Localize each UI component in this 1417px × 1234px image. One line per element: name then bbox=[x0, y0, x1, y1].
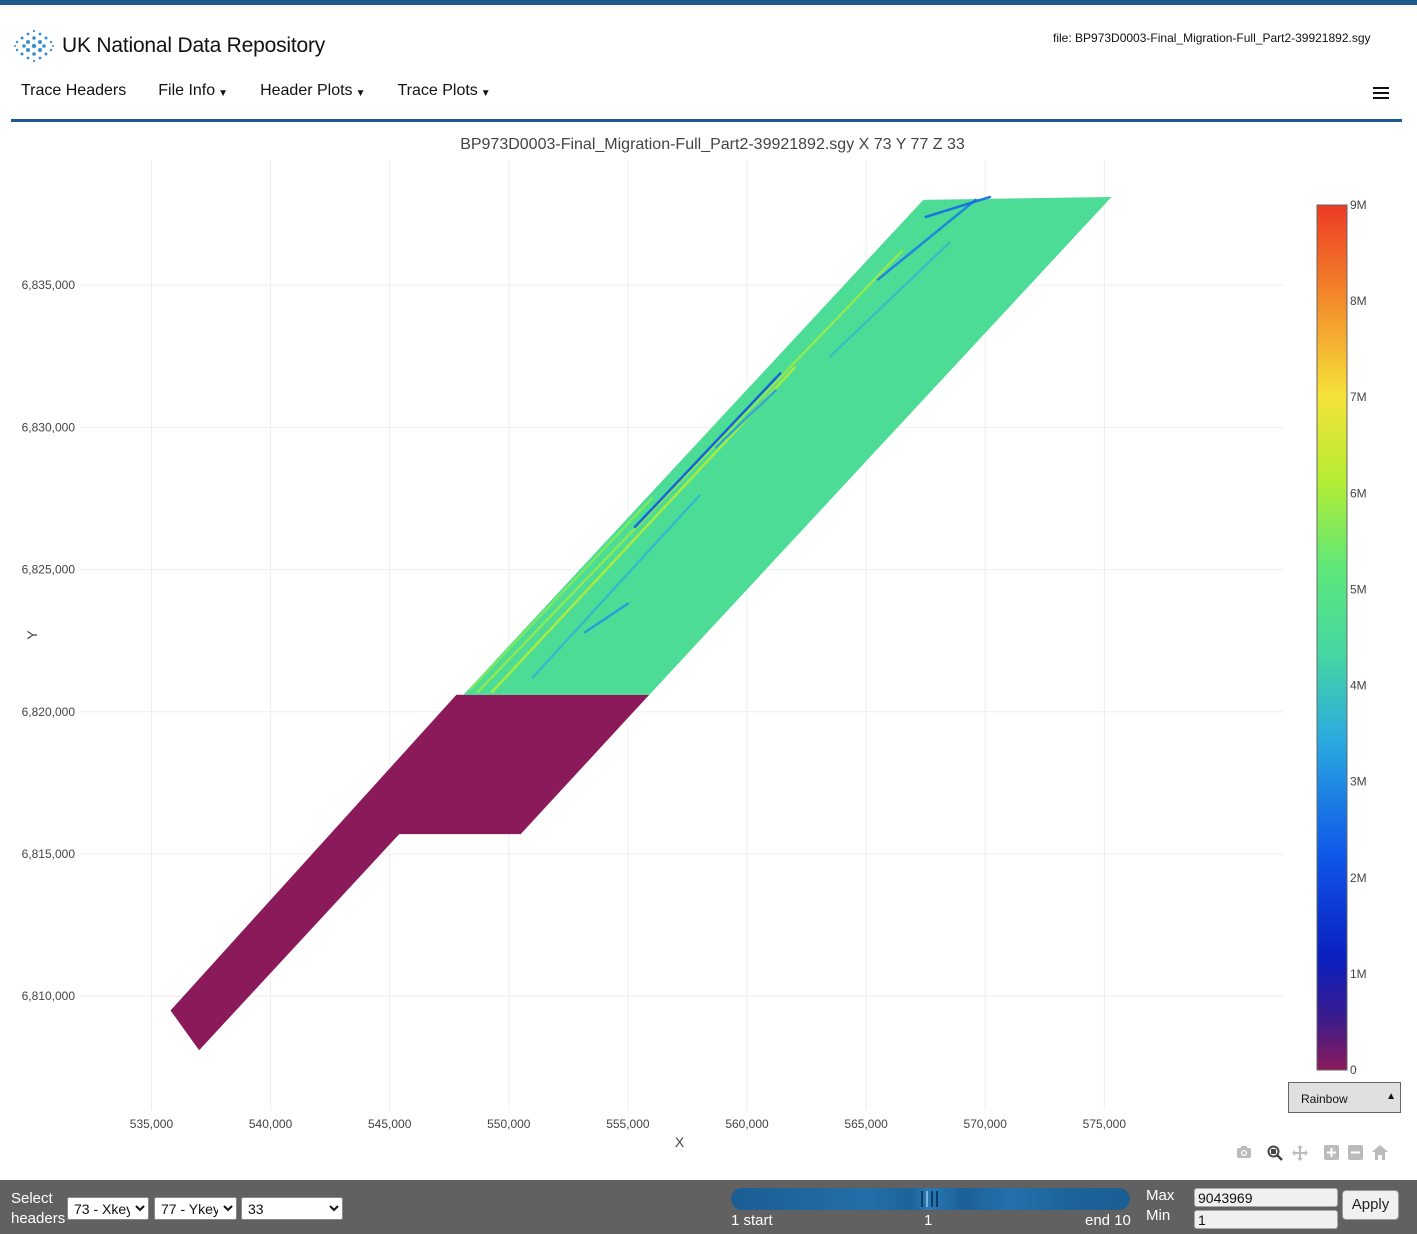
slider-handle[interactable] bbox=[931, 1191, 933, 1207]
chevron-down-icon: ▼ bbox=[218, 87, 229, 99]
x-tick-label: 560,000 bbox=[725, 1117, 769, 1131]
select-headers-label: Select headers bbox=[11, 1190, 66, 1227]
y-tick-label: 6,820,000 bbox=[22, 705, 76, 719]
heatmap-streak bbox=[633, 372, 782, 529]
slider-start-label: 1 start bbox=[731, 1212, 773, 1229]
colormap-label: Rainbow bbox=[1301, 1092, 1348, 1106]
heatmap-streak bbox=[531, 494, 701, 679]
colorbar-tick-label: 3M bbox=[1350, 775, 1367, 789]
y-tick-label: 6,825,000 bbox=[22, 563, 76, 577]
x-header-select[interactable]: 73 - Xkey bbox=[67, 1197, 149, 1220]
slider-current-label: 1 bbox=[924, 1212, 933, 1229]
colorbar-tick-label: 6M bbox=[1350, 486, 1367, 500]
heatmap-streak bbox=[924, 195, 992, 219]
y-tick-label: 6,835,000 bbox=[22, 278, 76, 292]
caret-up-icon: ▲ bbox=[1386, 1091, 1396, 1102]
heatmap-streak bbox=[829, 241, 951, 358]
colormap-select[interactable]: Rainbow ▲ bbox=[1288, 1082, 1401, 1113]
trace-range-slider[interactable] bbox=[731, 1188, 1130, 1210]
x-tick-label: 555,000 bbox=[606, 1117, 650, 1131]
heatmap-streak bbox=[714, 389, 777, 449]
heatmap-region-survey bbox=[463, 196, 1112, 695]
heatmap-region-low bbox=[170, 694, 650, 1051]
nav-label: Trace Headers bbox=[21, 82, 127, 99]
nav-file-info[interactable]: File Info ▼ bbox=[158, 82, 228, 100]
zoom-out-icon[interactable] bbox=[1348, 1145, 1363, 1160]
nav-trace-plots[interactable]: Trace Plots ▼ bbox=[397, 82, 490, 100]
y-axis-label: Y bbox=[24, 630, 40, 640]
heatmap-streak bbox=[876, 198, 977, 281]
zoom-in-icon[interactable] bbox=[1324, 1145, 1339, 1160]
top-accent-bar bbox=[0, 0, 1417, 5]
nav-label: Trace Plots bbox=[397, 82, 478, 99]
chart-title: BP973D0003-Final_Migration-Full_Part2-39… bbox=[460, 136, 965, 153]
slider-end-label: end 10 bbox=[1085, 1212, 1131, 1229]
nav-header-plots[interactable]: Header Plots ▼ bbox=[260, 82, 365, 100]
heatmap-streak bbox=[583, 602, 630, 634]
slider-handle[interactable] bbox=[936, 1191, 938, 1207]
main-nav: Trace Headers File Info ▼ Header Plots ▼… bbox=[21, 82, 523, 100]
x-tick-label: 540,000 bbox=[249, 1117, 293, 1131]
apply-button[interactable]: Apply bbox=[1342, 1190, 1399, 1220]
slider-handle[interactable] bbox=[921, 1191, 923, 1207]
nav-label: File Info bbox=[158, 82, 216, 99]
colorbar-tick-label: 7M bbox=[1350, 390, 1367, 404]
y-tick-label: 6,810,000 bbox=[22, 989, 76, 1003]
x-tick-label: 545,000 bbox=[368, 1117, 412, 1131]
heatmap-plot[interactable]: 535,000 540,000 545,000 550,000 555,000 560,0… bbox=[0, 150, 1417, 1160]
camera-icon[interactable] bbox=[1236, 1145, 1252, 1159]
hamburger-icon[interactable] bbox=[1373, 84, 1391, 100]
file-label: file: BP973D0003-Final_Migration-Full_Pa… bbox=[1053, 31, 1371, 45]
x-axis-label: X bbox=[675, 1134, 685, 1150]
colorbar-tick-label: 9M bbox=[1350, 198, 1367, 212]
colorbar bbox=[1316, 204, 1348, 1071]
colorbar-tick-label: 5M bbox=[1350, 582, 1367, 596]
colorbar-tick-label: 1M bbox=[1350, 967, 1367, 981]
zoom-icon[interactable] bbox=[1267, 1145, 1283, 1161]
z-header-select[interactable]: 33 bbox=[241, 1197, 343, 1220]
x-tick-label: 570,000 bbox=[964, 1117, 1008, 1131]
pan-icon[interactable] bbox=[1292, 1145, 1308, 1161]
y-tick-label: 6,815,000 bbox=[22, 847, 76, 861]
chevron-down-icon: ▼ bbox=[355, 87, 366, 99]
x-tick-label: 565,000 bbox=[844, 1117, 888, 1131]
y-tick-label: 6,830,000 bbox=[22, 420, 76, 434]
logo-icon bbox=[14, 29, 54, 63]
max-label: Max bbox=[1146, 1187, 1175, 1204]
max-input[interactable] bbox=[1194, 1188, 1338, 1207]
nav-trace-headers[interactable]: Trace Headers bbox=[21, 82, 126, 100]
colorbar-tick-label: 2M bbox=[1350, 871, 1367, 885]
colorbar-tick-label: 4M bbox=[1350, 679, 1367, 693]
heatmap-streak bbox=[469, 497, 653, 691]
x-tick-label: 535,000 bbox=[130, 1117, 174, 1131]
logo-text: UK National Data Repository bbox=[62, 34, 326, 57]
min-label: Min bbox=[1146, 1207, 1171, 1224]
nav-label: Header Plots bbox=[260, 82, 353, 99]
y-header-select[interactable]: 77 - Ykey bbox=[154, 1197, 237, 1220]
x-tick-label: 550,000 bbox=[487, 1117, 531, 1131]
nav-divider bbox=[11, 119, 1402, 122]
colorbar-tick-label: 0 bbox=[1350, 1063, 1357, 1077]
min-input[interactable] bbox=[1194, 1210, 1338, 1229]
colorbar-tick-label: 8M bbox=[1350, 294, 1367, 308]
slider-handle-marker bbox=[926, 1191, 928, 1207]
chevron-down-icon: ▼ bbox=[480, 87, 491, 99]
home-icon[interactable] bbox=[1372, 1145, 1388, 1160]
x-tick-label: 575,000 bbox=[1083, 1117, 1127, 1131]
heatmap-streak bbox=[476, 249, 904, 694]
logo[interactable]: UK National Data Repository bbox=[12, 28, 325, 64]
control-footer: Select headers 73 - Xkey 77 - Ykey 33 1 … bbox=[0, 1180, 1417, 1234]
